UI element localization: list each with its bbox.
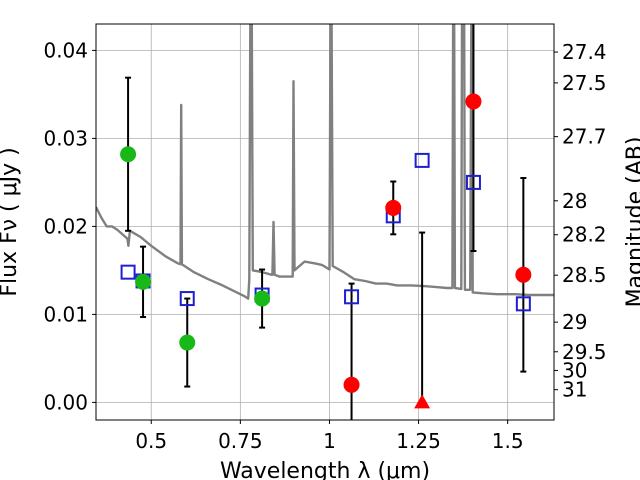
y-right-tick-label: 29	[562, 310, 587, 334]
x-axis-ticks: 0.5 0.75 1 1.25 1.5	[135, 420, 524, 453]
ground-based-point	[179, 334, 196, 351]
x-tick-label: 0.5	[135, 429, 167, 453]
x-tick-label: 1.5	[492, 429, 524, 453]
space-based-point	[515, 266, 532, 283]
y-right-tick-label: 28	[562, 189, 587, 213]
model-square-marker	[465, 174, 481, 190]
model-square-marker	[515, 296, 531, 312]
plot-frame	[95, 23, 555, 421]
y-right-tick-label: 27.7	[562, 125, 607, 149]
space-based-point	[343, 376, 360, 393]
sed-model-line	[96, 24, 554, 300]
y-right-tick-label: 27.5	[562, 71, 607, 95]
x-tick-label: 1.25	[396, 429, 441, 453]
model-square-marker	[179, 291, 195, 307]
y-axis-left-label: Flux Fν ( μJy )	[0, 147, 22, 296]
y-right-tick-label: 30	[562, 358, 587, 382]
y-right-tick-label: 27.4	[562, 40, 607, 64]
model-square-marker	[344, 289, 360, 305]
y-right-tick-label: 31	[562, 378, 587, 402]
y-axis-left-ticks: 0.00 0.01 0.02 0.03 0.04	[43, 38, 96, 414]
y-left-tick-label: 0.02	[43, 214, 88, 238]
space-based-point	[465, 93, 482, 110]
y-left-tick-label: 0.01	[43, 302, 88, 326]
y-right-tick-label: 28.2	[562, 223, 607, 247]
y-left-tick-label: 0.03	[43, 126, 88, 150]
x-tick-label: 1	[323, 429, 336, 453]
upper-limit-triangle	[414, 394, 431, 409]
y-right-tick-label: 28.5	[562, 263, 607, 287]
model-square-marker	[414, 152, 430, 168]
ground-based-point	[254, 290, 271, 307]
x-tick-label: 0.75	[218, 429, 263, 453]
y-right-tick-label: 29.5	[562, 340, 607, 364]
model-square-marker	[120, 264, 136, 280]
data-markers	[120, 93, 532, 409]
space-based-point	[385, 199, 402, 216]
ground-based-point	[120, 146, 137, 163]
x-axis-label: Wavelength λ (μm)	[220, 459, 430, 480]
sed-line-path	[96, 24, 554, 300]
y-axis-right-label: Magnitude (AB)	[623, 137, 640, 308]
ground-based-point	[135, 273, 152, 290]
y-left-tick-label: 0.04	[43, 38, 88, 62]
y-left-tick-label: 0.00	[43, 390, 88, 414]
